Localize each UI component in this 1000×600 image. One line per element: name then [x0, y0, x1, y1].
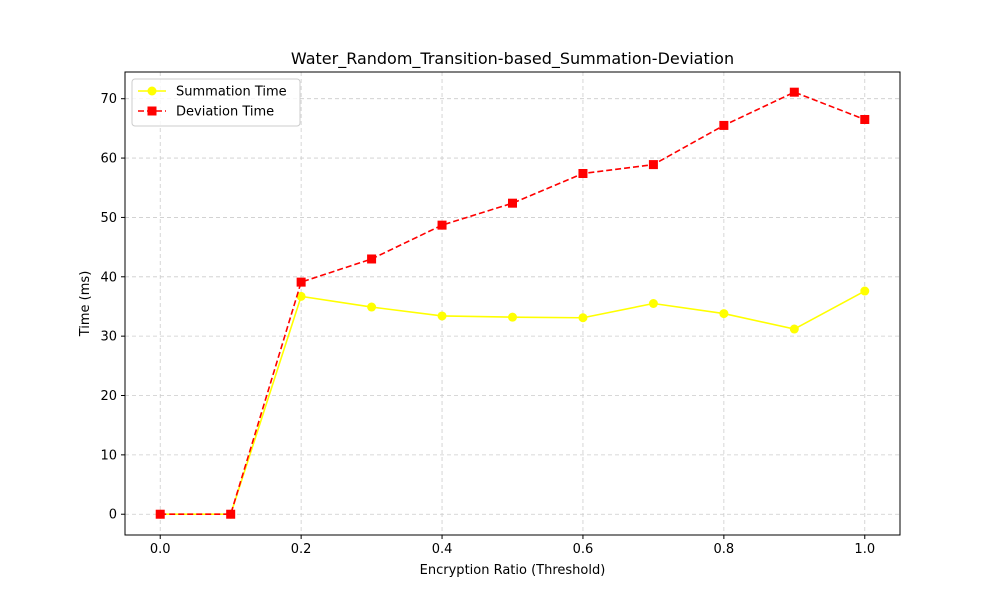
- legend-label: Deviation Time: [176, 105, 274, 120]
- legend-item: Summation Time: [138, 85, 287, 100]
- data-point-marker: [296, 277, 306, 287]
- data-point-marker: [508, 312, 517, 322]
- y-tick-label: 60: [100, 152, 117, 167]
- data-point-marker: [155, 509, 165, 519]
- data-point-marker: [719, 309, 729, 319]
- data-point-marker: [860, 114, 870, 124]
- data-point-marker: [578, 313, 588, 323]
- data-point-marker: [437, 220, 447, 230]
- grid: [125, 72, 900, 535]
- series-summation-time: [155, 286, 870, 519]
- x-tick-label: 0.0: [150, 542, 171, 557]
- legend-item: Deviation Time: [138, 105, 274, 120]
- legend-marker-swatch: [147, 86, 157, 96]
- y-tick-label: 40: [100, 270, 117, 285]
- data-point-marker: [648, 160, 658, 170]
- y-tick-label: 10: [100, 448, 117, 463]
- x-axis-label: Encryption Ratio (Threshold): [420, 563, 606, 578]
- data-point-marker: [789, 87, 799, 97]
- legend: Summation Time Deviation Time: [131, 78, 301, 127]
- x-tick-label: 0.6: [573, 542, 594, 557]
- y-tick-label: 50: [100, 211, 117, 226]
- chart-title: Water_Random_Transition-based_Summation-…: [291, 49, 734, 69]
- y-tick-label: 30: [100, 330, 117, 345]
- x-tick-label: 1.0: [854, 542, 875, 557]
- data-point-marker: [367, 254, 377, 264]
- plot-area-frame: [124, 71, 901, 536]
- series-line: [160, 91, 866, 516]
- data-point-marker: [578, 169, 588, 179]
- x-tick-label: 0.2: [291, 542, 312, 557]
- data-point-marker: [437, 311, 447, 321]
- data-point-marker: [719, 120, 729, 130]
- data-point-marker: [648, 299, 658, 308]
- axes-ticks: 0.0 0.2 0.4 0.6 0.8 1.0 0 10 20 30 40 50 60 70: [100, 92, 875, 557]
- legend-box: [131, 78, 301, 127]
- data-point-marker: [226, 509, 236, 519]
- x-tick-label: 0.8: [714, 542, 735, 557]
- series-layer: [155, 87, 870, 519]
- y-tick-label: 70: [100, 92, 117, 107]
- data-point-marker: [367, 302, 377, 312]
- data-point-marker: [860, 286, 870, 296]
- legend-label: Summation Time: [176, 85, 287, 100]
- data-point-marker: [789, 324, 799, 334]
- data-point-marker: [508, 198, 517, 208]
- y-tick-label: 20: [100, 389, 117, 404]
- y-tick-label: 0: [109, 508, 117, 523]
- series-deviation-time: [155, 87, 870, 519]
- data-point-marker: [296, 291, 306, 301]
- legend-marker-swatch: [147, 106, 157, 116]
- x-tick-label: 0.4: [432, 542, 453, 557]
- y-axis-label: Time (ms): [78, 271, 93, 338]
